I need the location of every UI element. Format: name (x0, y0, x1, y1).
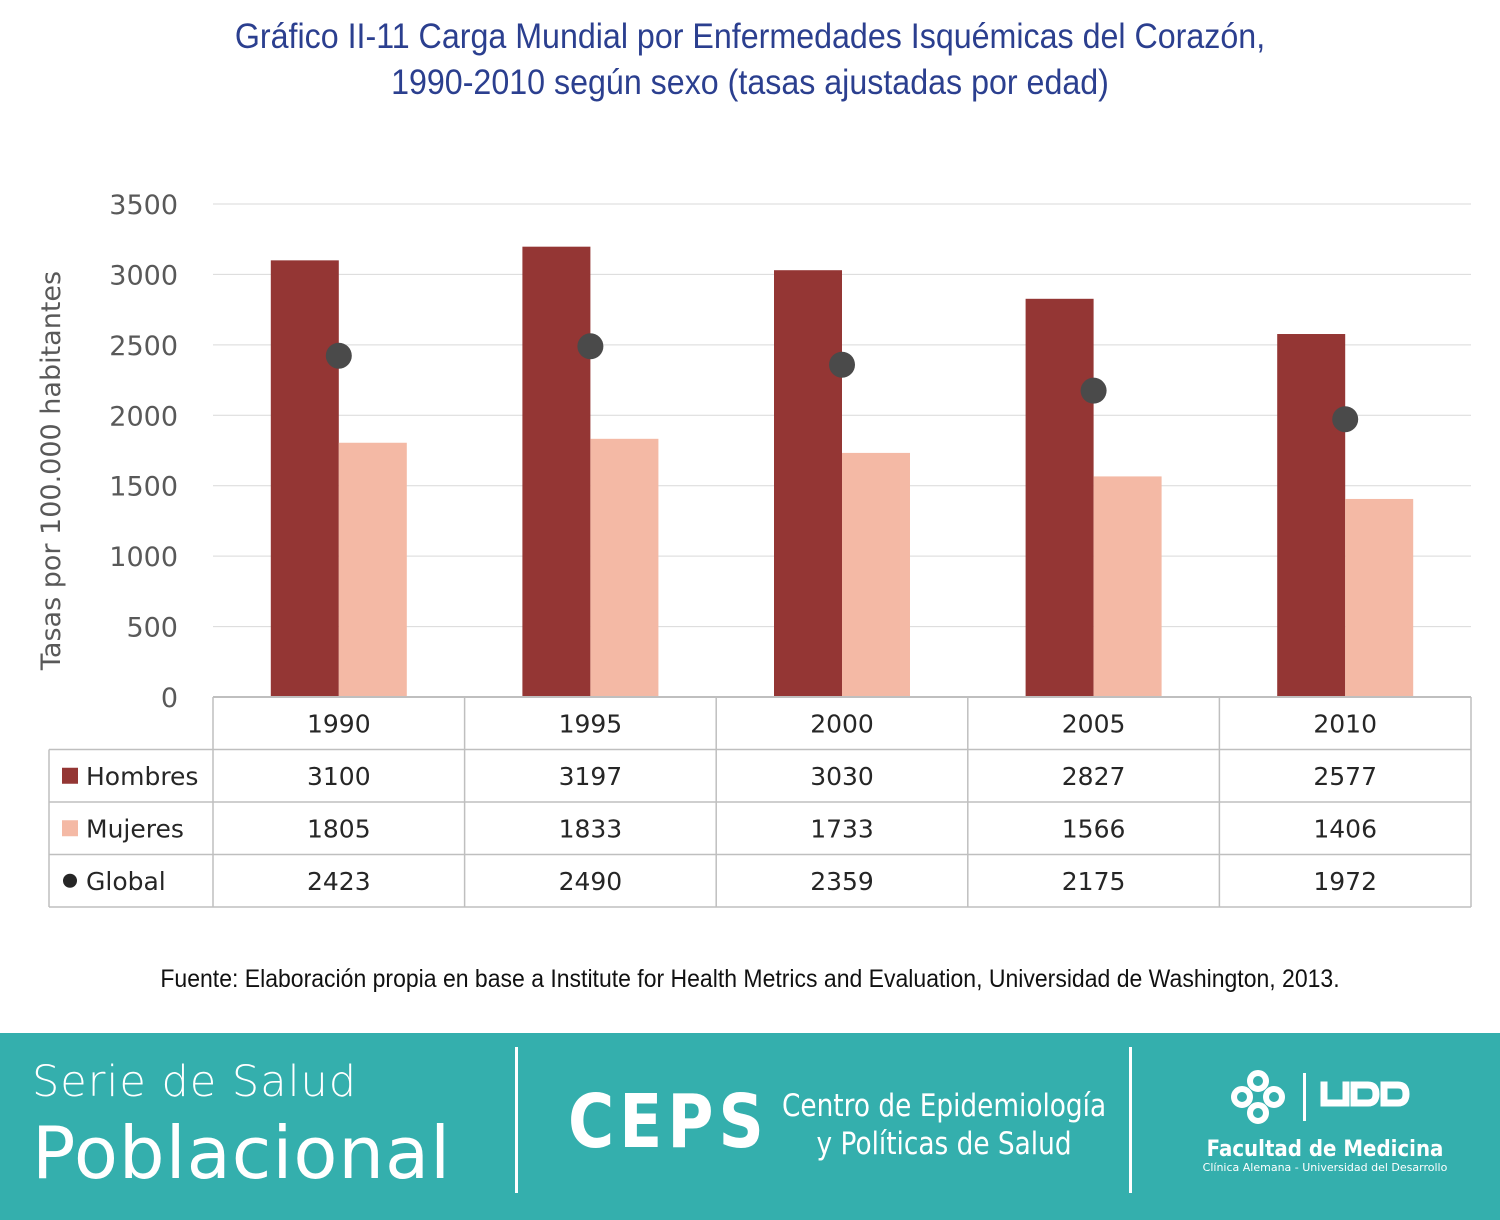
serie-title-line1: Serie de Salud (32, 1057, 358, 1107)
bar-hombres-2005 (1025, 298, 1094, 697)
source-note: Fuente: Elaboración propia en base a Ins… (160, 965, 1340, 993)
y-tick-label: 1500 (109, 472, 178, 503)
data-label-mujeres: 1805 (307, 814, 371, 843)
chart-title-line2: 1990-2010 según sexo (tasas ajustadas po… (391, 63, 1109, 102)
legend-swatch-global (63, 873, 77, 888)
data-label-mujeres: 1733 (810, 814, 874, 843)
x-category-label: 2010 (1313, 709, 1377, 738)
data-label-global: 2175 (1062, 867, 1126, 896)
data-label-mujeres: 1406 (1313, 814, 1377, 843)
legend-swatch-mujeres (62, 820, 78, 837)
marker-global-2000 (829, 351, 855, 378)
data-label-global: 2359 (810, 867, 874, 896)
bar-mujeres-1990 (338, 442, 407, 697)
data-label-mujeres: 1833 (559, 814, 623, 843)
faculty-name: Facultad de Medicina (1206, 1137, 1444, 1162)
y-tick-label: 3000 (109, 260, 178, 291)
udd-logo-divider (1303, 1073, 1306, 1121)
y-axis-label: Tasas por 100.000 habitantes (36, 271, 67, 671)
y-tick-label: 3500 (109, 190, 178, 221)
data-label-global: 2423 (307, 867, 371, 896)
bar-hombres-1990 (270, 260, 339, 697)
bar-mujeres-2010 (1345, 498, 1414, 697)
footer-divider-2 (1129, 1047, 1132, 1193)
serie-title-line2: Poblacional (32, 1111, 452, 1195)
y-tick-label: 0 (161, 683, 178, 714)
chart-title: Gráfico II-11 Carga Mundial por Enfermed… (60, 14, 1440, 106)
data-label-global: 2490 (559, 867, 623, 896)
ceps-logo-text: CEPS (568, 1079, 769, 1165)
marker-global-2010 (1332, 406, 1359, 433)
bar-mujeres-2005 (1093, 476, 1162, 697)
y-tick-label: 2500 (109, 331, 178, 362)
legend-swatch-hombres (62, 767, 78, 784)
data-label-global: 1972 (1313, 867, 1377, 896)
chart-area: 0 500 1000 1500 2000 2500 3000 3500 Tasas por 10… (36, 190, 1472, 908)
bar-hombres-2000 (774, 270, 842, 697)
x-category-label: 1995 (559, 709, 623, 738)
y-tick-label: 1000 (109, 542, 178, 573)
y-tick-label: 500 (126, 613, 178, 644)
footer-banner: Serie de Salud Poblacional CEPS Centro d… (0, 1033, 1500, 1220)
bar-hombres-1995 (522, 246, 591, 697)
ceps-full-name: Centro de Epidemiología y Políticas de S… (782, 1087, 1106, 1163)
data-label-hombres: 3030 (810, 762, 874, 791)
udd-wordmark-icon (1320, 1081, 1410, 1107)
legend-label-mujeres: Mujeres (86, 814, 184, 843)
chart-title-line1: Gráfico II-11 Carga Mundial por Enfermed… (234, 17, 1266, 56)
data-label-hombres: 3100 (307, 762, 371, 791)
faculty-subtitle: Clínica Alemana - Universidad del Desarr… (1202, 1161, 1448, 1174)
x-category-label: 2005 (1062, 709, 1126, 738)
footer-divider-1 (515, 1047, 518, 1193)
legend-label-global: Global (86, 867, 166, 896)
x-category-label: 2000 (810, 709, 874, 738)
bar-mujeres-2000 (842, 452, 910, 697)
legend-label-hombres: Hombres (86, 762, 198, 791)
data-label-hombres: 2577 (1313, 762, 1377, 791)
bar-mujeres-1995 (590, 438, 659, 697)
bar-hombres-2010 (1277, 334, 1346, 697)
x-category-label: 1990 (307, 709, 371, 738)
marker-global-1995 (577, 333, 604, 360)
clinica-alemana-cross-icon (1231, 1070, 1285, 1124)
data-label-mujeres: 1566 (1062, 814, 1126, 843)
marker-global-2005 (1080, 377, 1107, 404)
data-label-hombres: 2827 (1062, 762, 1126, 791)
ceps-name-line1: Centro de Epidemiología (782, 1088, 1107, 1124)
marker-global-1990 (325, 342, 352, 369)
y-tick-label: 2000 (109, 401, 178, 432)
data-label-hombres: 3197 (559, 762, 623, 791)
udd-logo (1231, 1070, 1410, 1124)
ceps-name-line2: y Políticas de Salud (816, 1126, 1072, 1162)
